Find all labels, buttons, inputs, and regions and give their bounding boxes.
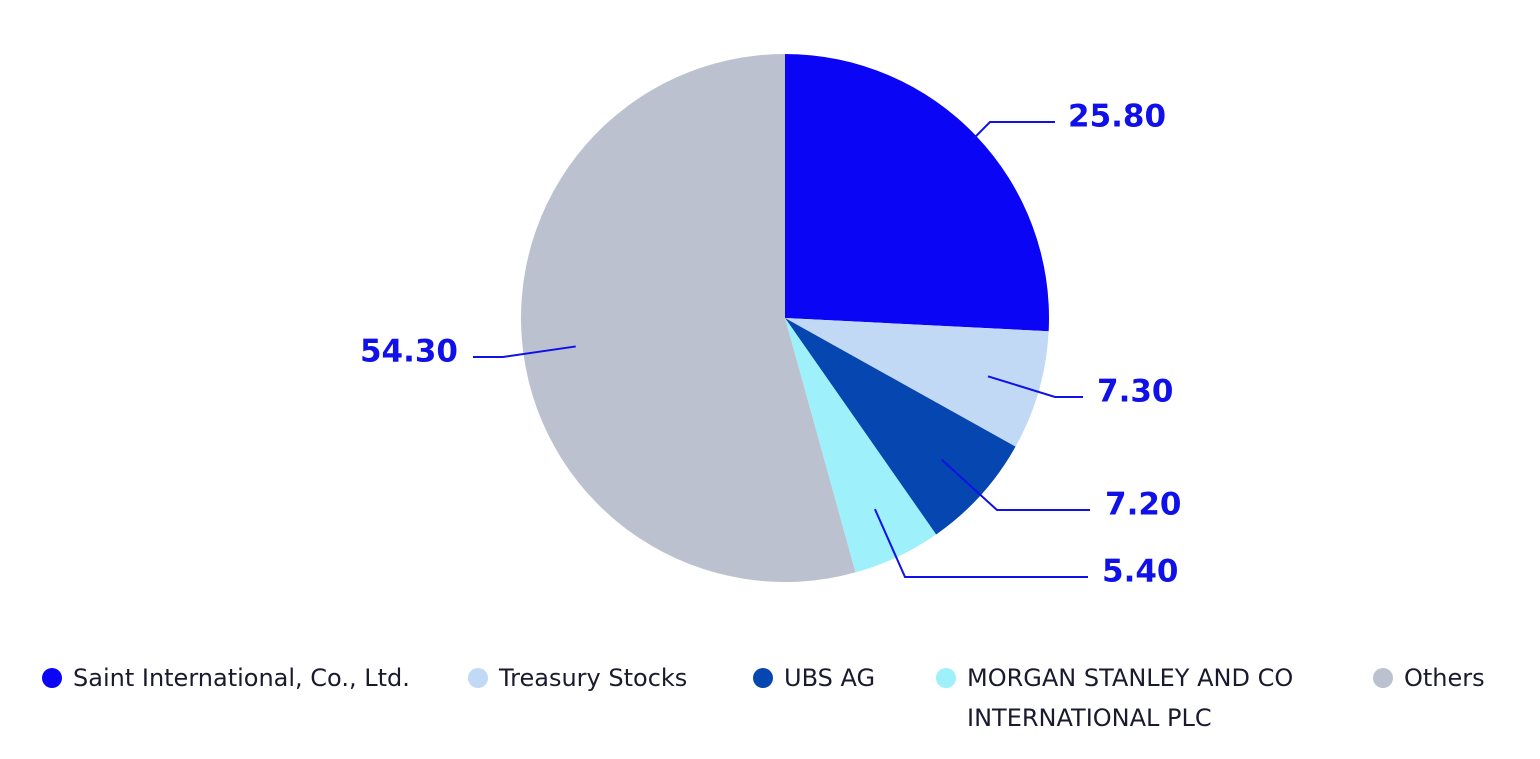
value-label: 25.80 — [1068, 99, 1166, 135]
chart: 25.80 7.30 7.20 5.40 54.30 — [360, 54, 1182, 590]
legend-item: MORGAN STANLEY AND CO INTERNATIONAL PLC — [936, 658, 1306, 738]
legend-swatch — [936, 668, 956, 688]
pie-slice — [785, 318, 1049, 447]
value-label: 7.20 — [1105, 487, 1182, 523]
legend-swatch — [468, 668, 488, 688]
legend-label: Treasury Stocks — [499, 664, 688, 692]
pie-slice — [520, 54, 856, 582]
pie-slice — [785, 54, 1049, 332]
legend-item: UBS AG — [753, 658, 933, 698]
legend-swatch — [1373, 668, 1393, 688]
pie-slice — [785, 318, 937, 573]
leader-line — [987, 375, 1083, 398]
legend-swatch — [753, 668, 773, 688]
legend-label: Saint International, Co., Ltd. — [73, 664, 410, 692]
legend-item: Treasury Stocks — [468, 658, 748, 698]
legend-label: UBS AG — [784, 664, 876, 692]
value-label: 5.40 — [1102, 554, 1179, 590]
legend-label: Others — [1404, 664, 1485, 692]
value-label: 54.30 — [360, 334, 458, 370]
legend-item: Others — [1373, 658, 1523, 698]
legend-label: MORGAN STANLEY AND CO INTERNATIONAL PLC — [967, 664, 1294, 732]
legend-swatch — [42, 668, 62, 688]
leader-line — [874, 508, 1088, 578]
legend-item: Saint International, Co., Ltd. — [42, 658, 462, 698]
pie-slice — [785, 318, 1016, 535]
leader-line — [940, 458, 1090, 511]
leader-line — [473, 345, 576, 358]
leader-line — [971, 121, 1055, 141]
value-label: 7.30 — [1097, 374, 1174, 410]
